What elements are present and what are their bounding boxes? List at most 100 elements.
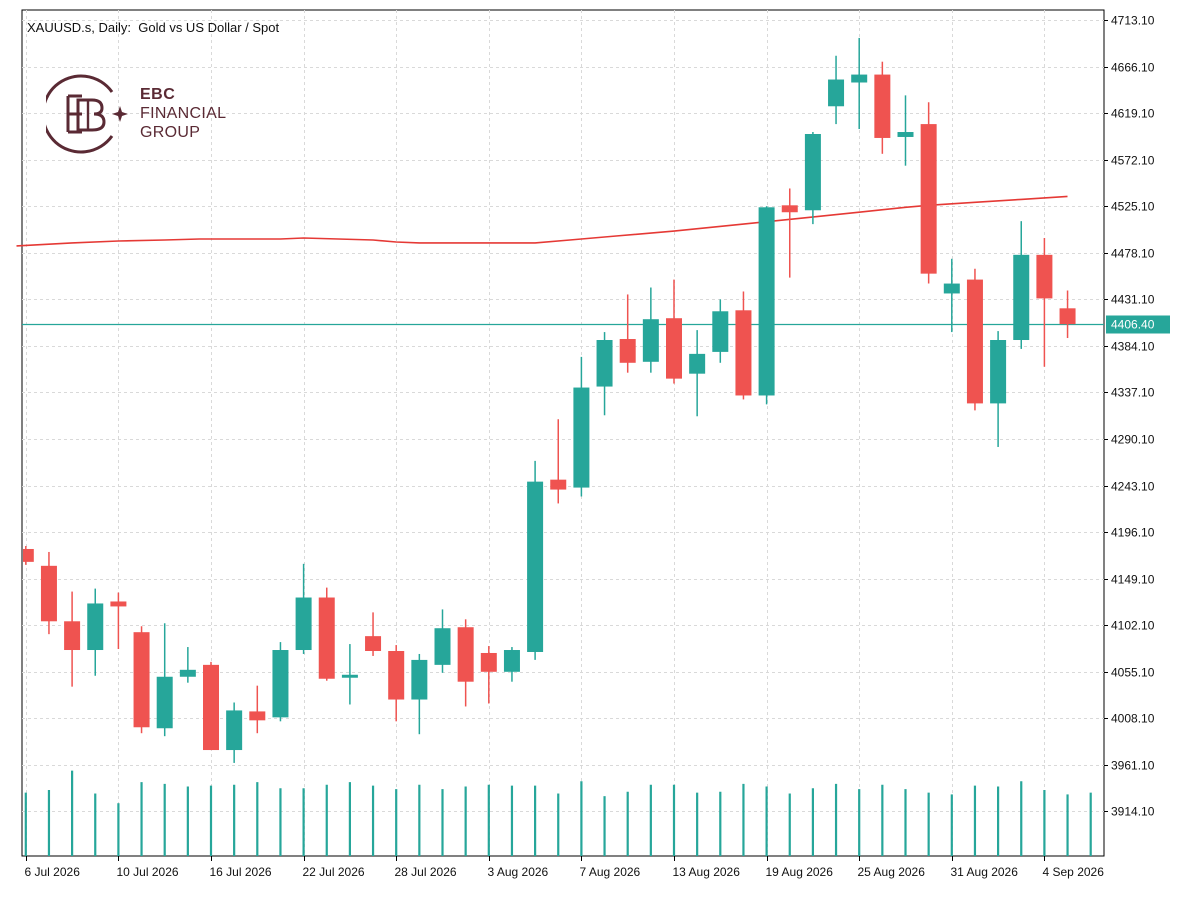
y-tick-label: 4478.10 bbox=[1111, 247, 1155, 261]
candle-down bbox=[874, 61, 891, 154]
candle-down bbox=[365, 612, 382, 656]
candle-body bbox=[966, 279, 983, 404]
candle-down bbox=[619, 294, 636, 373]
x-tick-label: 28 Jul 2026 bbox=[395, 865, 457, 879]
candle-body bbox=[828, 79, 845, 107]
ebc-logo-icon bbox=[41, 74, 128, 154]
y-tick-label: 4102.10 bbox=[1111, 619, 1155, 633]
y-tick-label: 4243.10 bbox=[1111, 480, 1155, 494]
axis-layer: 4713.10 4666.10 4619.10 4572.10 4525.10 4478.… bbox=[25, 14, 1170, 879]
x-tick-label: 6 Jul 2026 bbox=[25, 865, 81, 879]
x-tick-label: 25 Aug 2026 bbox=[858, 865, 926, 879]
candle-body bbox=[110, 601, 127, 607]
candle-up bbox=[689, 330, 706, 417]
candle-body bbox=[897, 132, 914, 137]
candle-up bbox=[990, 331, 1007, 447]
candle-up bbox=[642, 287, 659, 373]
candle-layer bbox=[23, 37, 1076, 763]
brand-name: EBC FINANCIAL GROUP bbox=[140, 85, 226, 142]
candle-body bbox=[64, 621, 81, 651]
candle-down bbox=[110, 592, 127, 650]
brand-name-line3: GROUP bbox=[140, 124, 201, 141]
candle-body bbox=[758, 207, 775, 396]
candle-down bbox=[966, 268, 983, 411]
candle-body bbox=[457, 627, 474, 682]
x-tick-label: 4 Sep 2026 bbox=[1043, 865, 1105, 879]
y-tick-label: 4525.10 bbox=[1111, 200, 1155, 214]
candle-up bbox=[897, 95, 914, 166]
candle-body bbox=[388, 651, 405, 700]
candle-up bbox=[295, 563, 312, 654]
candle-up bbox=[804, 132, 821, 225]
candle-body bbox=[434, 628, 451, 665]
y-tick-label: 4290.10 bbox=[1111, 433, 1155, 447]
candle-body bbox=[249, 711, 266, 721]
x-tick-label: 16 Jul 2026 bbox=[210, 865, 272, 879]
candle-body bbox=[503, 650, 520, 672]
y-tick-label: 4431.10 bbox=[1111, 293, 1155, 307]
y-tick-label: 4572.10 bbox=[1111, 154, 1155, 168]
candle-body bbox=[642, 319, 659, 362]
candle-body bbox=[23, 548, 34, 562]
y-tick-label: 4384.10 bbox=[1111, 340, 1155, 354]
y-tick-label: 4713.10 bbox=[1111, 14, 1155, 28]
y-tick-label: 3961.10 bbox=[1111, 759, 1155, 773]
candle-up bbox=[943, 258, 960, 333]
candle-body bbox=[1013, 254, 1030, 341]
candle-body bbox=[156, 676, 173, 729]
current-price-tag bbox=[1106, 315, 1170, 334]
candle-down bbox=[781, 188, 798, 278]
current-price-label: 4406.40 bbox=[1111, 318, 1155, 332]
y-tick-label: 4055.10 bbox=[1111, 666, 1155, 680]
candle-down bbox=[1036, 237, 1053, 367]
candle-down bbox=[666, 279, 682, 384]
candle-body bbox=[40, 565, 57, 622]
candle-body bbox=[133, 632, 150, 728]
candle-up bbox=[758, 206, 775, 405]
candle-up bbox=[179, 647, 196, 683]
x-tick-label: 13 Aug 2026 bbox=[673, 865, 741, 879]
x-tick-label: 19 Aug 2026 bbox=[766, 865, 834, 879]
candle-body bbox=[735, 310, 752, 396]
candle-up bbox=[573, 356, 590, 497]
moving-average-line bbox=[16, 195, 1068, 247]
candle-up bbox=[503, 647, 520, 682]
x-tick-label: 10 Jul 2026 bbox=[117, 865, 179, 879]
candle-down bbox=[318, 587, 335, 681]
candle-up bbox=[272, 642, 289, 722]
y-tick-label: 4619.10 bbox=[1111, 107, 1155, 121]
y-tick-label: 4666.10 bbox=[1111, 61, 1155, 75]
candle-up bbox=[156, 623, 173, 737]
candle-body bbox=[689, 353, 706, 374]
candle-body bbox=[573, 387, 590, 488]
candle-body bbox=[87, 603, 104, 651]
candle-up bbox=[87, 588, 104, 676]
candle-body bbox=[318, 597, 335, 679]
candle-body bbox=[226, 710, 243, 751]
volume-layer bbox=[24, 770, 1092, 856]
candle-down bbox=[23, 546, 34, 565]
candle-body bbox=[295, 597, 312, 651]
candle-body bbox=[666, 318, 682, 379]
candle-body bbox=[550, 479, 567, 490]
y-tick-label: 3914.10 bbox=[1111, 805, 1155, 819]
brand-name-line1: EBC bbox=[140, 86, 176, 103]
brand-name-line2: FINANCIAL bbox=[140, 105, 227, 122]
candle-down bbox=[40, 551, 57, 635]
candle-body bbox=[1059, 308, 1076, 325]
y-tick-label: 4149.10 bbox=[1111, 573, 1155, 587]
candle-up bbox=[851, 37, 868, 130]
candle-body bbox=[804, 133, 821, 211]
candle-body bbox=[527, 481, 544, 652]
candle-down bbox=[203, 661, 219, 751]
candle-body bbox=[619, 339, 636, 363]
x-tick-label: 31 Aug 2026 bbox=[951, 865, 1019, 879]
candle-body bbox=[920, 124, 937, 274]
chart-title: XAUUSD.s, Daily: Gold vs US Dollar / Spo… bbox=[27, 20, 280, 35]
candle-body bbox=[712, 311, 729, 352]
candle-body bbox=[480, 652, 497, 672]
candle-down bbox=[550, 419, 567, 504]
candle-up bbox=[828, 55, 845, 125]
